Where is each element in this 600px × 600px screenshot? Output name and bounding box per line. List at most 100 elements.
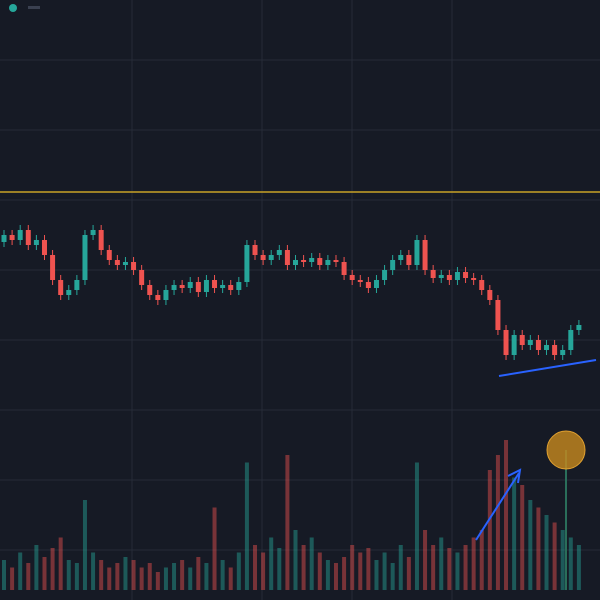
candle-body [131,262,137,270]
volume-bar [172,563,177,590]
candle-body [535,340,541,350]
volume-bar [244,462,249,590]
candle-body [228,285,234,290]
candle-body [398,255,404,260]
volume-bar [196,557,201,590]
candle-body [349,275,355,280]
volume-bar [115,563,120,590]
volume-bar [18,552,23,590]
candle-body [41,240,47,255]
candle-body [212,280,218,288]
candle-body [373,280,379,288]
volume-bar [431,545,436,590]
candle-body [260,255,266,260]
volume-bar [463,545,468,590]
vertical-grid [131,0,453,600]
candle-body [341,262,347,275]
volume-bar [495,455,500,590]
volume-bar [236,552,241,590]
candle-body [487,290,493,300]
candle-body [187,282,193,288]
candle-body [519,335,525,345]
volume-bar [560,530,565,590]
volume-bar [309,537,314,590]
volume-bar [269,537,274,590]
candle-body [471,278,477,280]
candle-body [511,335,517,355]
volume-bar [253,545,258,590]
volume-bar [504,440,509,590]
volume-bar [42,557,47,590]
candle-body [82,235,88,280]
volume-bar [447,548,452,590]
volume-bar [455,552,460,590]
candle-body [268,255,274,260]
volume-bar [301,545,306,590]
candle-body [463,272,469,278]
volume-bar [479,530,484,590]
candle-body [122,262,128,265]
candle-body [527,340,533,345]
volume-bar [423,530,428,590]
candle-body [438,275,444,278]
candle-body [560,350,566,355]
volume-bar [58,537,63,590]
volume-bar [520,485,525,590]
candle-body [284,250,290,265]
candle-body [1,235,7,242]
volume-bar [277,548,282,590]
candle-body [244,245,250,282]
candle-body [9,235,15,240]
candle-body [17,230,23,240]
volume-bar [261,552,266,590]
volume-bar [358,552,363,590]
volume-bar [220,560,225,590]
volume-bar [26,563,31,590]
candle-body [309,258,315,262]
candle-body [552,345,558,355]
volume-bar [147,563,152,590]
volume-bar [285,455,290,590]
volume-bar [204,563,209,590]
arrow [475,472,520,541]
candle-body [406,255,412,265]
candle-body [252,245,258,255]
candle-body [90,230,96,235]
volume-bar [528,500,533,590]
volume-bar [188,567,193,590]
volume-bar [66,560,71,590]
candle-body [33,240,39,245]
candle-body [422,240,428,270]
volume-bar [390,563,395,590]
candle-body [454,272,460,280]
candle-body [414,240,420,265]
candle-body [179,285,185,288]
volume-bar [163,567,168,590]
candle-body [390,260,396,270]
volume-bar [74,563,79,590]
volume-bar [333,563,338,590]
candle-body [333,260,339,262]
candle-body [357,280,363,282]
arrow-head [507,468,522,484]
candle-body [325,260,331,265]
candle-body [25,230,31,245]
candle-body [58,280,64,295]
candle-body [155,295,161,300]
volume-bar [180,560,185,590]
candle-body [544,345,550,350]
volume-bar [82,500,87,590]
candle-body [66,290,72,295]
volume-bar [406,557,411,590]
candle-body [50,255,56,280]
candle-body [139,270,145,285]
volume-bar [382,552,387,590]
volume-bar [544,515,549,590]
volume-bar [366,548,371,590]
candle-body [293,260,298,265]
volume-bar [439,537,444,590]
trend-line [498,359,597,377]
volume-bar [212,507,217,590]
